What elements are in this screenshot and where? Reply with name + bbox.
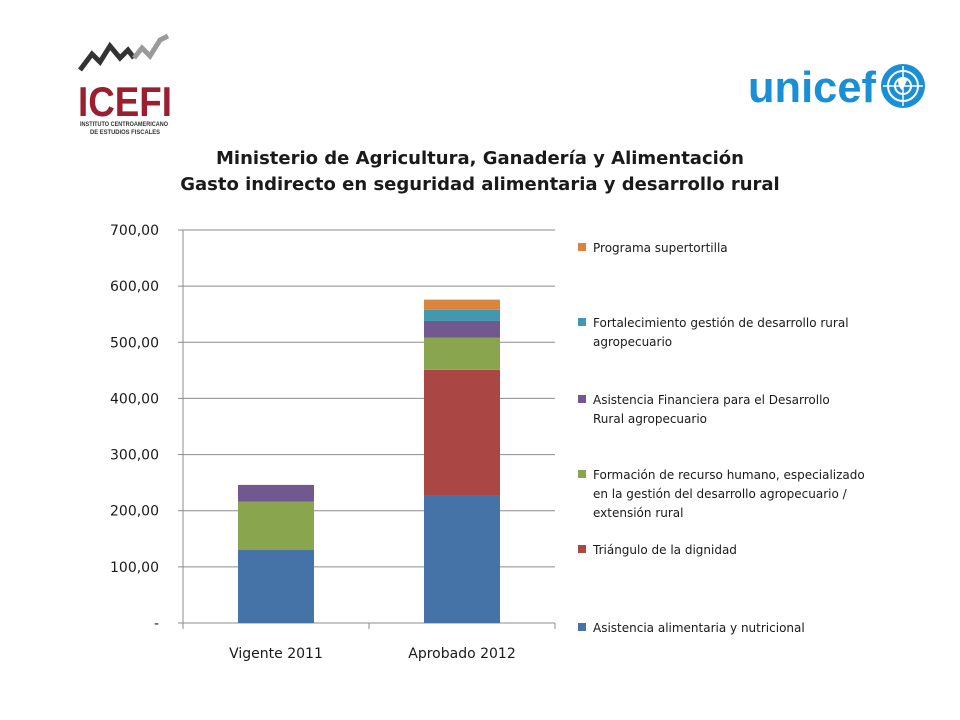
bar-segment xyxy=(424,320,500,338)
x-tick-label: Vigente 2011 xyxy=(229,646,323,662)
legend-label: Programa supertortilla xyxy=(593,241,728,255)
y-tick-label: 400,00 xyxy=(110,391,159,407)
unicef-logo-text: unicef xyxy=(748,63,876,112)
icefi-logo-subtitle-2: DE ESTUDIOS FISCALES xyxy=(90,130,160,136)
chart-title: Ministerio de Agricultura, Ganadería y A… xyxy=(216,148,744,169)
legend-swatch xyxy=(578,545,586,553)
icefi-logo-subtitle-1: INSTITUTO CENTROAMERICANO xyxy=(80,122,168,128)
icefi-logo-text: ICEFI xyxy=(78,78,172,125)
legend-swatch xyxy=(578,318,586,326)
bar-segment xyxy=(424,299,500,310)
x-tick-label: Aprobado 2012 xyxy=(408,646,515,662)
bar-segment xyxy=(424,309,500,321)
unicef-emblem-icon xyxy=(881,64,925,108)
icefi-logo-mountain-dark xyxy=(78,41,136,72)
legend-label: Triángulo de la dignidad xyxy=(592,543,737,557)
bar-segment xyxy=(424,495,500,623)
unicef-logo: unicef xyxy=(748,63,925,112)
y-tick-label: 300,00 xyxy=(110,448,159,464)
legend-swatch xyxy=(578,470,586,478)
bar-segment xyxy=(238,484,314,502)
chart-subtitle: Gasto indirecto en seguridad alimentaria… xyxy=(180,174,780,195)
legend-label: Asistencia Financiera para el Desarrollo… xyxy=(593,393,830,426)
legend-label: Formación de recurso humano, especializa… xyxy=(593,468,865,520)
y-tick-label: 200,00 xyxy=(110,504,159,520)
legend-swatch xyxy=(578,623,586,631)
legend-label: Fortalecimiento gestión de desarrollo ru… xyxy=(593,316,849,349)
bar-segment xyxy=(238,550,314,623)
y-tick-label: - xyxy=(154,616,159,632)
legend-swatch xyxy=(578,243,586,251)
legend-label: Asistencia alimentaria y nutricional xyxy=(593,621,805,635)
icefi-logo: ICEFI INSTITUTO CENTROAMERICANO DE ESTUD… xyxy=(78,33,172,136)
y-tick-label: 700,00 xyxy=(110,223,159,239)
y-tick-label: 600,00 xyxy=(110,279,159,295)
icefi-logo-mountain-light xyxy=(132,33,170,60)
y-tick-label: 100,00 xyxy=(110,560,159,576)
y-tick-label: 500,00 xyxy=(110,335,159,351)
bar-segment xyxy=(424,369,500,496)
legend-swatch xyxy=(578,395,586,403)
bar-segment xyxy=(424,337,500,370)
bar-segment xyxy=(238,501,314,551)
